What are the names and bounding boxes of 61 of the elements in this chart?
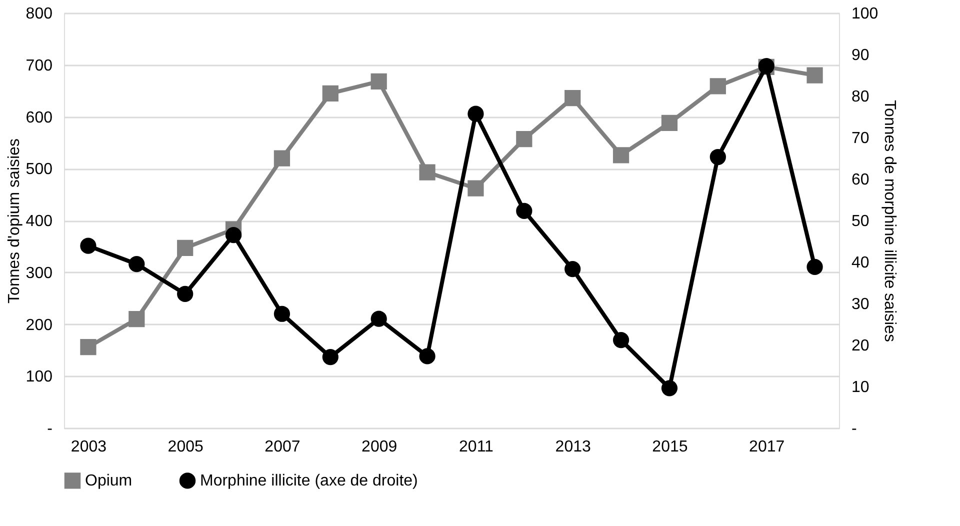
y2-tick-label: 70 [852, 130, 870, 147]
y-tick-label: 500 [26, 161, 53, 178]
y-tick-label: 200 [26, 316, 53, 334]
point [564, 261, 581, 278]
x-tick-label: 2005 [168, 438, 204, 456]
y-tick-label: 700 [26, 57, 53, 74]
x-tick-label: 2011 [459, 438, 494, 456]
point [468, 106, 484, 122]
point [468, 180, 484, 196]
y2-tick-label: 50 [852, 213, 870, 230]
point [710, 148, 726, 166]
point [516, 130, 532, 148]
point [661, 380, 678, 396]
x-tick-label: 2015 [652, 438, 688, 456]
y-tick-label: - [47, 420, 52, 438]
point [419, 348, 436, 364]
y2-tick-label: 10 [852, 379, 870, 396]
y2-tick-label: 100 [852, 6, 878, 22]
y-tick-label: 800 [26, 6, 53, 22]
point [710, 78, 726, 94]
x-tick-label: 2009 [362, 438, 398, 456]
y2-tick-label: 30 [852, 296, 870, 313]
point [177, 286, 194, 302]
y2-tick-label: 60 [852, 172, 870, 188]
point [612, 147, 630, 164]
y-tick-label: 100 [26, 368, 53, 386]
legend-label: Opium [85, 472, 132, 490]
y2-tick-label: 90 [852, 47, 870, 64]
point [370, 310, 387, 327]
point [274, 150, 290, 166]
point [516, 202, 532, 219]
legend-label: Morphine illicite (axe de droite) [200, 472, 418, 490]
point [322, 85, 338, 102]
x-tick-label: 2017 [749, 438, 785, 456]
x-tick-label: 2003 [70, 438, 107, 456]
point [661, 114, 678, 132]
point [128, 311, 145, 328]
y-tick-label: 300 [26, 264, 53, 282]
x-tick-label: 2013 [555, 438, 591, 456]
y-axis-title: Tonnes d'opium saisies [6, 138, 23, 304]
y2-tick-label: 40 [852, 254, 870, 272]
y2-axis-title: Tonnes de morphine illicite saisies [881, 100, 898, 342]
point [806, 258, 823, 276]
x-tick-label: 2007 [264, 438, 300, 456]
y2-tick-label: 20 [852, 338, 870, 354]
y-tick-label: 600 [26, 109, 53, 126]
point [612, 332, 630, 348]
point [806, 67, 823, 84]
y2-tick-label: - [852, 420, 857, 438]
point [225, 226, 242, 244]
point [80, 238, 96, 254]
point [564, 90, 581, 106]
point [419, 164, 436, 180]
y-tick-label: 400 [26, 213, 53, 230]
point [370, 73, 387, 90]
point [322, 348, 338, 366]
point [128, 256, 145, 272]
point [80, 339, 96, 356]
point [177, 240, 194, 256]
y2-tick-label: 80 [852, 88, 870, 106]
point [274, 306, 290, 322]
